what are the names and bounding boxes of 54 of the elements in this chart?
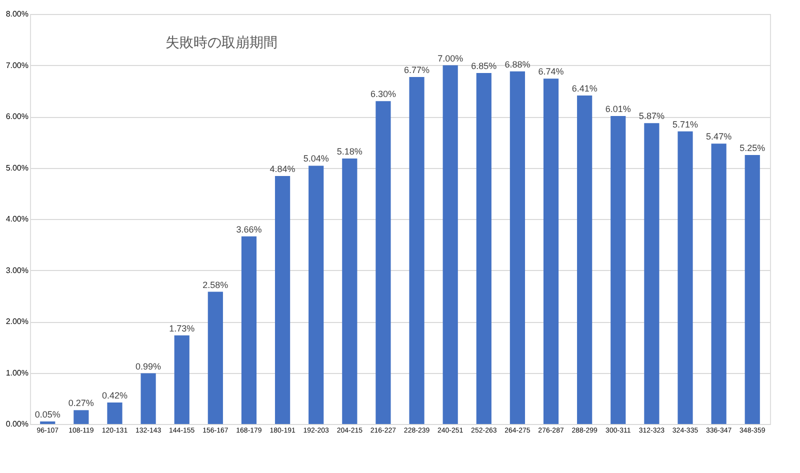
data-label: 5.87%: [638, 111, 664, 122]
bar: [308, 166, 324, 424]
bar: [476, 72, 492, 424]
bar: [40, 421, 56, 424]
data-label: 2.58%: [202, 280, 228, 290]
data-label: 6.85%: [471, 60, 497, 71]
data-label: 0.05%: [34, 409, 60, 420]
bar: [577, 95, 592, 424]
data-label: 5.04%: [303, 154, 329, 164]
y-tick-label: 3.00%: [6, 266, 28, 275]
bar: [711, 144, 726, 424]
data-label: 5.47%: [706, 132, 732, 142]
bar: [274, 176, 290, 424]
bar: [744, 154, 760, 424]
data-label: 5.18%: [336, 146, 362, 157]
y-tick-label: 4.00%: [6, 214, 28, 224]
bar: [376, 101, 391, 424]
data-label: 6.41%: [572, 83, 598, 94]
bar: [342, 158, 358, 424]
y-tick-label: 1.00%: [6, 368, 28, 378]
data-label: 1.73%: [169, 323, 195, 334]
bar: [208, 292, 223, 424]
data-label: 6.77%: [404, 65, 430, 76]
bar: [610, 116, 626, 424]
bar: [442, 65, 458, 424]
data-label: 0.27%: [68, 398, 94, 408]
bar: [107, 402, 122, 424]
data-label: 6.01%: [605, 104, 631, 114]
bar: [74, 410, 89, 424]
data-label: 5.71%: [672, 119, 698, 130]
bar: [409, 77, 424, 424]
data-label: 0.42%: [102, 390, 128, 400]
data-label: 6.74%: [538, 66, 564, 77]
bar: [140, 373, 156, 424]
data-label: 7.00%: [438, 53, 464, 64]
bar: [174, 335, 190, 424]
y-tick-label: 8.00%: [6, 10, 28, 18]
y-tick-label: 2.00%: [6, 317, 28, 326]
text: 失敗時の取崩期間: [165, 34, 278, 50]
bar: [543, 78, 559, 424]
data-label: 6.30%: [370, 89, 396, 100]
data-label: 0.99%: [136, 361, 162, 372]
bar: [678, 131, 693, 424]
bar: [241, 236, 257, 424]
y-tick-label: 7.00%: [6, 60, 28, 70]
y-tick-label: 5.00%: [6, 163, 28, 172]
data-label: 3.66%: [236, 224, 262, 234]
y-tick-label: 0.00%: [6, 420, 28, 428]
data-label: 5.25%: [740, 142, 766, 153]
data-label: 4.84%: [270, 164, 296, 174]
data-label: 6.88%: [504, 59, 530, 70]
bar: [510, 71, 526, 424]
bar: [644, 123, 660, 424]
y-tick-label: 6.00%: [6, 112, 28, 121]
